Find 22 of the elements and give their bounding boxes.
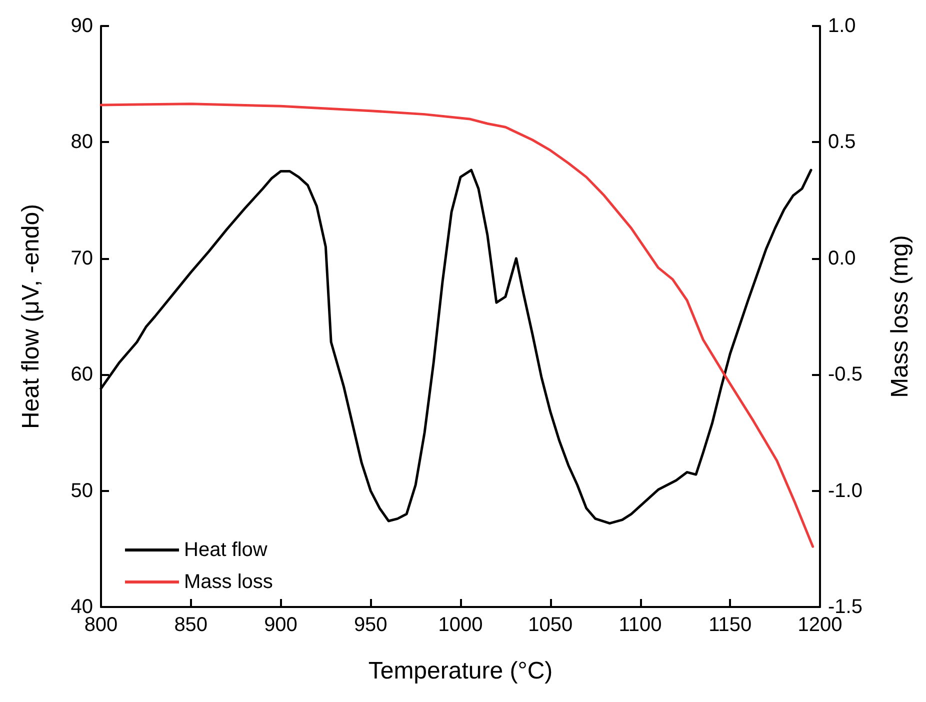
x-tick-label: 950	[354, 614, 388, 636]
y2-tick-label: 0.5	[828, 131, 856, 154]
y-tick-label: 80	[70, 131, 93, 154]
x-tick-label: 850	[174, 614, 208, 636]
x-axis-title: Temperature (°C)	[368, 658, 553, 684]
y-tick-label: 50	[70, 480, 93, 502]
y-tick-label: 70	[70, 247, 93, 270]
x-tick-label: 1150	[708, 614, 752, 636]
x-tick-label: 900	[264, 614, 298, 636]
y2-tick-label: -1.0	[828, 480, 862, 502]
x-tick-label: 1100	[618, 614, 662, 636]
y2-axis-title: Mass loss (mg)	[886, 235, 914, 398]
y2-tick-label: 0.0	[828, 247, 856, 270]
legend-label: Mass loss	[184, 571, 273, 593]
y-tick-label: 60	[70, 364, 93, 386]
y-tick-label: 90	[70, 15, 93, 37]
y-axis-title: Heat flow (μV, -endo)	[18, 204, 44, 430]
x-tick-label: 1000	[438, 614, 483, 636]
y2-tick-label: 1.0	[828, 15, 856, 37]
x-tick-label: 1050	[528, 614, 573, 636]
y2-tick-label: -0.5	[828, 364, 862, 386]
legend-label: Heat flow	[184, 539, 268, 561]
